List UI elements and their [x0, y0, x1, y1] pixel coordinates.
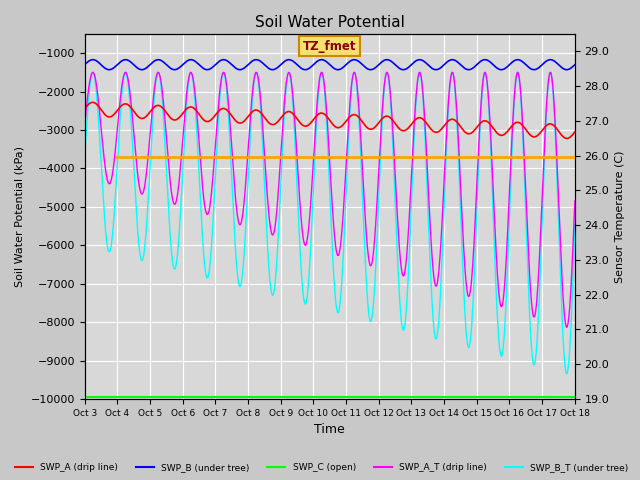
X-axis label: Time: Time	[314, 423, 345, 436]
Legend: SWP_A (drip line), SWP_B (under tree), SWP_C (open), SWP_A_T (drip line), SWP_B_: SWP_A (drip line), SWP_B (under tree), S…	[11, 459, 640, 476]
Y-axis label: Sensor Temperature (C): Sensor Temperature (C)	[615, 150, 625, 283]
Y-axis label: Soil Water Potential (kPa): Soil Water Potential (kPa)	[15, 146, 25, 287]
Title: Soil Water Potential: Soil Water Potential	[255, 15, 404, 30]
Text: TZ_fmet: TZ_fmet	[303, 40, 356, 53]
